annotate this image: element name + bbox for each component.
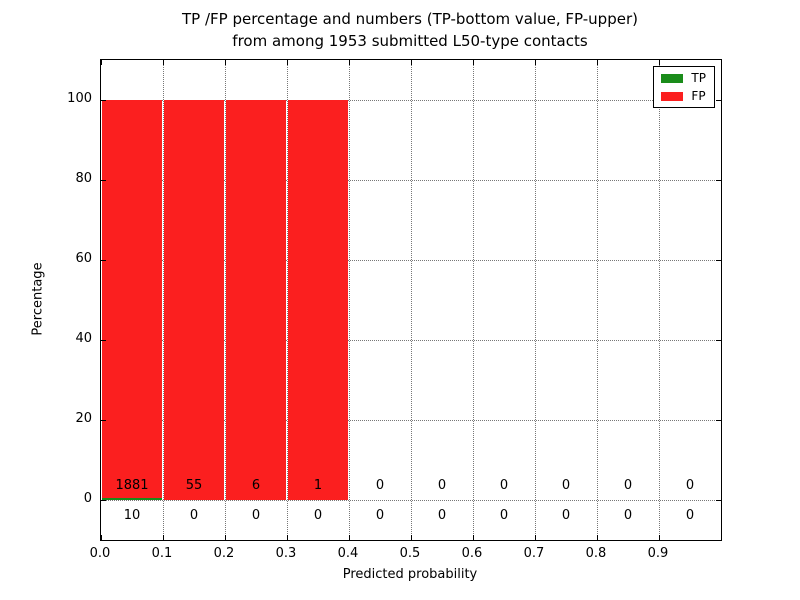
bar-tp — [102, 497, 162, 500]
x-tick-label: 0.8 — [585, 546, 607, 561]
legend-label-tp: TP — [691, 71, 706, 85]
x-tick-label: 0.0 — [89, 546, 111, 561]
x-tick-mark — [163, 535, 164, 540]
legend-swatch-tp — [661, 73, 684, 83]
bar-fp — [226, 100, 286, 500]
fp-count-label: 0 — [499, 478, 509, 493]
y-tick-mark — [716, 100, 721, 101]
x-tick-label: 0.5 — [399, 546, 421, 561]
bar-fp — [288, 100, 348, 500]
y-tick-mark — [101, 500, 106, 501]
legend-entry-fp: FP — [661, 90, 706, 102]
x-tick-label: 0.6 — [461, 546, 483, 561]
fp-count-label: 0 — [685, 478, 695, 493]
y-tick-label: 40 — [75, 331, 92, 346]
x-tick-label: 0.1 — [151, 546, 173, 561]
y-tick-label: 100 — [67, 91, 92, 106]
legend-label-fp: FP — [691, 89, 706, 103]
x-tick-mark — [349, 535, 350, 540]
legend-entry-tp: TP — [661, 72, 706, 84]
x-tick-mark — [659, 60, 660, 65]
grid-line-v — [411, 60, 412, 540]
grid-line-v — [473, 60, 474, 540]
fp-count-label: 55 — [185, 478, 203, 493]
x-tick-mark — [101, 60, 102, 65]
y-tick-mark — [101, 340, 106, 341]
x-tick-mark — [225, 60, 226, 65]
x-tick-mark — [411, 535, 412, 540]
fp-count-label: 0 — [623, 478, 633, 493]
y-tick-label: 20 — [75, 411, 92, 426]
x-tick-label: 0.9 — [647, 546, 669, 561]
fp-count-label: 0 — [561, 478, 571, 493]
y-tick-mark — [716, 340, 721, 341]
y-tick-mark — [101, 260, 106, 261]
x-tick-mark — [349, 60, 350, 65]
y-tick-mark — [716, 180, 721, 181]
fp-count-label: 0 — [437, 478, 447, 493]
x-tick-label: 0.3 — [275, 546, 297, 561]
y-tick-mark — [716, 500, 721, 501]
tp-count-label: 0 — [375, 508, 385, 523]
x-tick-mark — [473, 535, 474, 540]
x-tick-mark — [225, 535, 226, 540]
y-tick-label: 80 — [75, 171, 92, 186]
x-tick-mark — [473, 60, 474, 65]
bar-fp — [164, 100, 224, 500]
x-tick-mark — [163, 60, 164, 65]
tp-count-label: 0 — [251, 508, 261, 523]
legend-swatch-fp — [661, 91, 684, 101]
y-axis-label: Percentage — [30, 262, 46, 336]
tp-count-label: 0 — [561, 508, 571, 523]
x-tick-mark — [535, 60, 536, 65]
fp-count-label: 0 — [375, 478, 385, 493]
tp-count-label: 0 — [685, 508, 695, 523]
x-tick-mark — [287, 60, 288, 65]
grid-line-v — [225, 60, 226, 540]
x-tick-mark — [659, 535, 660, 540]
x-tick-mark — [101, 535, 102, 540]
x-tick-mark — [597, 535, 598, 540]
y-tick-mark — [716, 260, 721, 261]
x-tick-label: 0.7 — [523, 546, 545, 561]
y-tick-mark — [101, 180, 106, 181]
tp-count-label: 0 — [437, 508, 447, 523]
grid-line-v — [659, 60, 660, 540]
grid-line-v — [597, 60, 598, 540]
y-tick-mark — [101, 420, 106, 421]
grid-line-v — [287, 60, 288, 540]
fp-count-label: 1881 — [115, 478, 149, 493]
tp-count-label: 10 — [123, 508, 141, 523]
chart-title: TP /FP percentage and numbers (TP-bottom… — [100, 8, 720, 52]
bar-fp — [102, 100, 162, 498]
tp-count-label: 0 — [499, 508, 509, 523]
legend: TP FP — [653, 66, 715, 108]
tp-count-label: 0 — [313, 508, 323, 523]
chart-title-line-2: from among 1953 submitted L50-type conta… — [232, 32, 588, 50]
x-tick-label: 0.2 — [213, 546, 235, 561]
fp-count-label: 6 — [251, 478, 261, 493]
grid-line-v — [349, 60, 350, 540]
y-tick-label: 0 — [83, 491, 92, 506]
x-tick-label: 0.4 — [337, 546, 359, 561]
plot-area: TP FP 1881 10 55 0 6 0 1 0 0 0 0 0 0 0 0 0 0 0 0 0 — [100, 59, 722, 541]
y-tick-label: 60 — [75, 251, 92, 266]
fp-count-label: 1 — [313, 478, 323, 493]
grid-line-v — [163, 60, 164, 540]
x-axis-label: Predicted probability — [342, 567, 478, 582]
x-tick-mark — [287, 535, 288, 540]
chart-title-line-1: TP /FP percentage and numbers (TP-bottom… — [182, 10, 638, 28]
grid-line-v — [535, 60, 536, 540]
y-tick-mark — [716, 420, 721, 421]
y-tick-mark — [101, 100, 106, 101]
x-tick-mark — [535, 535, 536, 540]
tp-count-label: 0 — [189, 508, 199, 523]
tp-count-label: 0 — [623, 508, 633, 523]
x-tick-mark — [597, 60, 598, 65]
x-tick-mark — [411, 60, 412, 65]
